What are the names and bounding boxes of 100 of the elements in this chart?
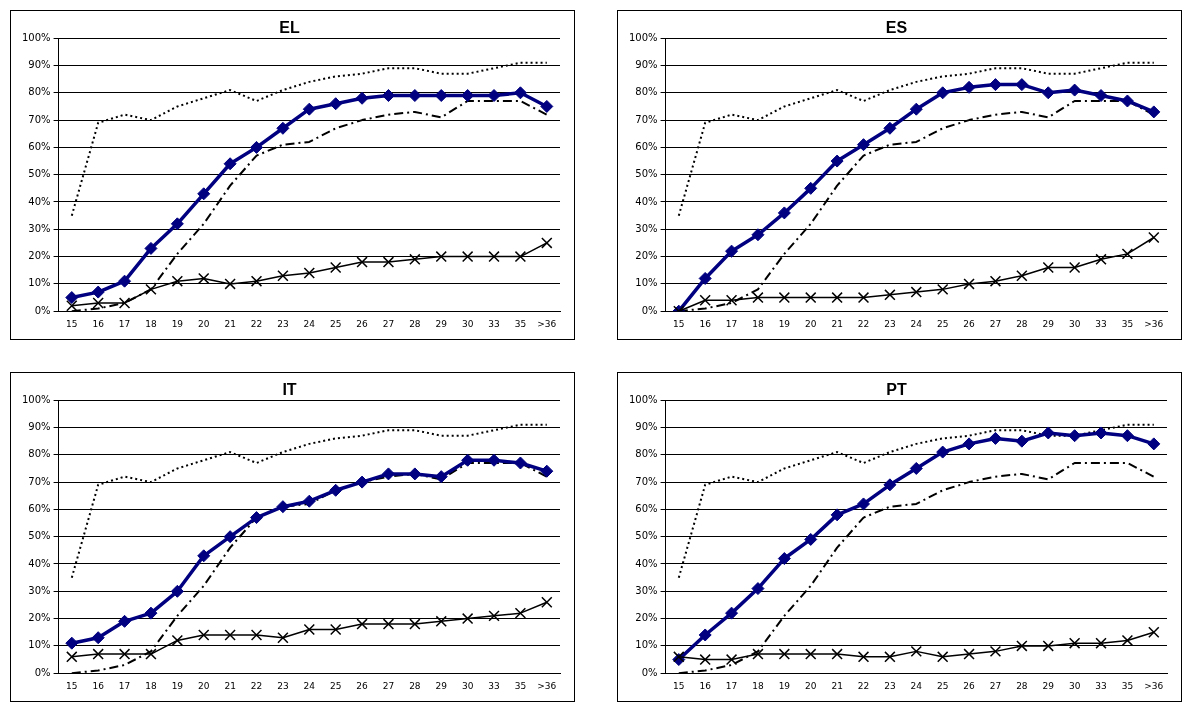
x-tick-label: 17	[118, 318, 131, 329]
point	[91, 631, 105, 645]
x-tick-label: 22	[857, 680, 870, 691]
y-tick-label: 60%	[28, 502, 51, 514]
point	[962, 437, 976, 451]
x-tick-label: 30	[461, 680, 474, 691]
y-tick-label: 30%	[28, 222, 51, 234]
x-tick-label: 19	[171, 318, 184, 329]
point	[382, 256, 395, 268]
x-tick-label: 28	[409, 680, 421, 691]
x-tick-label: 27	[989, 680, 1002, 691]
chart-title: EL	[279, 19, 300, 37]
point	[224, 629, 236, 641]
point	[699, 653, 711, 666]
point	[936, 283, 949, 296]
x-tick-label: 20	[805, 318, 817, 329]
x-tick-label: 28	[409, 318, 421, 329]
point	[1120, 429, 1134, 443]
point	[118, 614, 132, 628]
x-tick-label: 23	[884, 318, 896, 329]
point	[302, 494, 316, 508]
point	[250, 275, 263, 287]
point	[751, 582, 765, 596]
x-tick-label: 27	[989, 318, 1002, 329]
point	[936, 651, 949, 663]
point	[356, 618, 368, 630]
point	[540, 99, 554, 113]
point	[145, 648, 157, 660]
point	[541, 237, 553, 249]
y-tick-label: 50%	[635, 530, 658, 542]
x-tick-label: 22	[250, 680, 263, 691]
x-tick-label: 35	[514, 318, 527, 329]
x-tick-label: 23	[884, 680, 896, 691]
x-tick-label: 28	[1016, 318, 1028, 329]
point	[752, 291, 764, 304]
x-tick-label: 30	[1068, 318, 1081, 329]
point	[118, 274, 132, 288]
point	[1120, 94, 1134, 108]
x-tick-label: 19	[778, 318, 791, 329]
x-tick-label: 24	[303, 318, 316, 329]
y-tick-label: 20%	[28, 250, 51, 262]
y-tick-label: 10%	[28, 639, 51, 651]
y-tick-label: 60%	[28, 140, 51, 152]
x-tick-label: >36	[537, 318, 557, 329]
y-tick-label: 20%	[635, 250, 658, 262]
point	[409, 253, 421, 266]
point	[988, 431, 1002, 445]
point	[909, 461, 923, 475]
y-tick-label: 10%	[635, 639, 658, 651]
point	[197, 549, 211, 563]
point	[381, 89, 395, 103]
x-tick-label: 35	[1121, 318, 1134, 329]
x-tick-label: 25	[329, 318, 342, 329]
point	[909, 102, 923, 116]
y-tick-label: 100%	[22, 31, 51, 43]
point	[329, 483, 343, 497]
point	[487, 89, 501, 103]
point	[1068, 83, 1082, 97]
x-tick-label: 33	[1095, 318, 1107, 329]
y-tick-label: 20%	[28, 612, 51, 624]
point	[356, 256, 368, 268]
x-tick-label: 25	[329, 680, 342, 691]
point	[66, 651, 78, 663]
point	[277, 632, 289, 644]
x-tick-label: 22	[250, 318, 263, 329]
point	[540, 464, 554, 478]
x-tick-label: 16	[699, 318, 712, 329]
x-tick-label: 24	[303, 680, 316, 691]
x-tick-label: 33	[1095, 680, 1107, 691]
point	[1015, 78, 1029, 92]
point	[1042, 261, 1054, 274]
point	[699, 294, 711, 306]
point	[673, 651, 685, 663]
point	[355, 91, 369, 105]
point	[910, 286, 922, 298]
point	[118, 297, 131, 309]
point	[857, 497, 871, 511]
x-tick-label: 17	[725, 318, 738, 329]
x-tick-label: >36	[1144, 318, 1164, 329]
y-tick-label: 80%	[635, 86, 658, 98]
point	[514, 250, 527, 263]
x-tick-label: 18	[752, 318, 764, 329]
point	[144, 241, 158, 255]
point	[1147, 437, 1161, 451]
point	[303, 267, 315, 279]
point	[409, 618, 421, 630]
point	[461, 250, 474, 263]
point	[303, 623, 315, 636]
point	[435, 615, 447, 628]
point	[989, 275, 1002, 287]
y-tick-label: 40%	[635, 195, 658, 207]
y-tick-label: 0%	[34, 666, 51, 678]
x-tick-label: 15	[673, 680, 685, 691]
point	[725, 653, 738, 666]
point	[92, 297, 104, 309]
point	[830, 508, 844, 522]
point	[329, 261, 342, 274]
point	[461, 453, 475, 467]
point	[857, 138, 871, 152]
x-tick-label: 27	[382, 680, 395, 691]
